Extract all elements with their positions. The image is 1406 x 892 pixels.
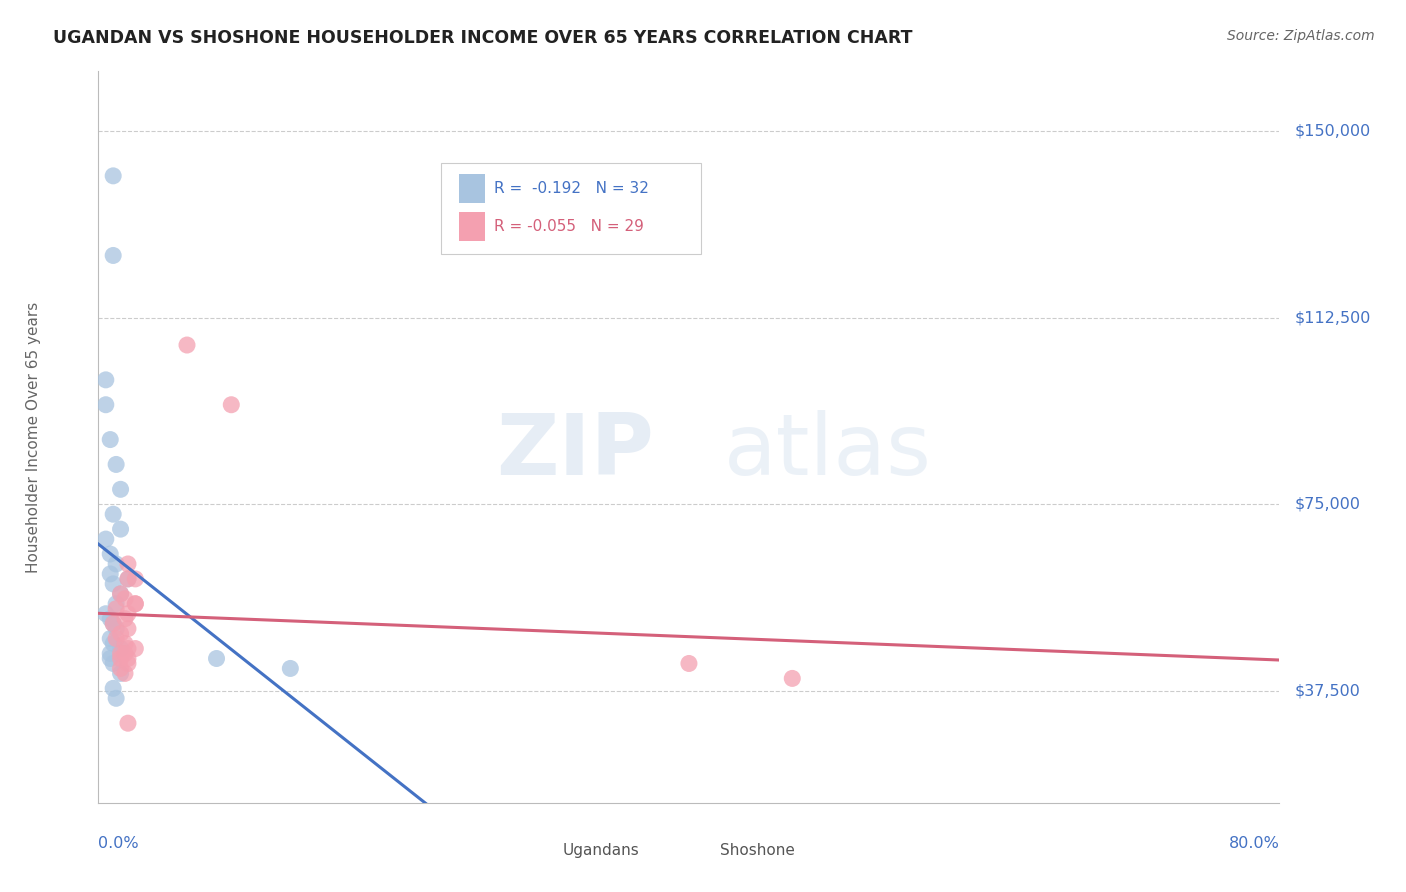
Point [110,587,132,601]
Point [221,398,243,412]
Text: $75,000: $75,000 [1295,497,1361,512]
Text: Source: ZipAtlas.com: Source: ZipAtlas.com [1227,29,1375,43]
Point [117,557,139,571]
Point [98,651,121,665]
Point [117,572,139,586]
Point [110,626,132,640]
Point [98,433,121,447]
Point [110,661,132,675]
Point [117,641,139,656]
Point [114,591,136,606]
Text: Ugandans: Ugandans [562,843,640,858]
Text: R = -0.055   N = 29: R = -0.055 N = 29 [494,219,644,234]
Point [105,597,128,611]
Point [124,572,146,586]
Text: $112,500: $112,500 [1295,310,1371,326]
Point [98,566,121,581]
Text: $37,500: $37,500 [1295,683,1361,698]
Point [114,612,136,626]
Point [103,657,125,671]
Point [98,612,121,626]
Text: 0.0%: 0.0% [98,836,139,851]
Point [110,483,132,497]
Point [110,587,132,601]
Text: R =  -0.192   N = 32: R = -0.192 N = 32 [494,181,650,196]
Point [124,597,146,611]
Point [117,651,139,665]
Text: atlas: atlas [724,410,932,493]
FancyBboxPatch shape [458,211,485,241]
Text: ZIP: ZIP [496,410,654,493]
Point [103,616,125,631]
Point [94,373,117,387]
Point [110,641,132,656]
Point [124,641,146,656]
Text: Householder Income Over 65 years: Householder Income Over 65 years [25,301,41,573]
Point [94,607,117,621]
Point [105,632,128,646]
FancyBboxPatch shape [675,836,707,865]
Point [110,647,132,661]
Point [114,636,136,650]
Point [782,672,804,686]
Point [117,657,139,671]
Point [176,338,198,352]
Point [117,607,139,621]
Point [205,651,228,665]
Point [117,716,139,731]
Point [105,601,128,615]
Point [98,647,121,661]
Point [678,657,700,671]
Point [98,547,121,561]
FancyBboxPatch shape [458,174,485,203]
FancyBboxPatch shape [441,163,700,254]
Text: Shoshone: Shoshone [720,843,794,858]
Point [103,636,125,650]
Point [105,622,128,636]
Point [103,248,125,262]
Text: 80.0%: 80.0% [1229,836,1279,851]
Point [103,577,125,591]
Point [280,661,302,675]
Point [114,647,136,661]
Text: UGANDAN VS SHOSHONE HOUSEHOLDER INCOME OVER 65 YEARS CORRELATION CHART: UGANDAN VS SHOSHONE HOUSEHOLDER INCOME O… [53,29,912,46]
Point [110,651,132,665]
Point [103,681,125,696]
Point [117,622,139,636]
Point [105,458,128,472]
Point [105,691,128,706]
Point [114,666,136,681]
Point [110,522,132,536]
Point [103,169,125,183]
Point [94,398,117,412]
Point [98,632,121,646]
Point [103,616,125,631]
Text: $150,000: $150,000 [1295,124,1371,138]
Point [105,557,128,571]
Point [110,666,132,681]
Point [103,507,125,521]
Point [117,572,139,586]
Point [94,532,117,546]
FancyBboxPatch shape [517,836,551,865]
Point [124,597,146,611]
